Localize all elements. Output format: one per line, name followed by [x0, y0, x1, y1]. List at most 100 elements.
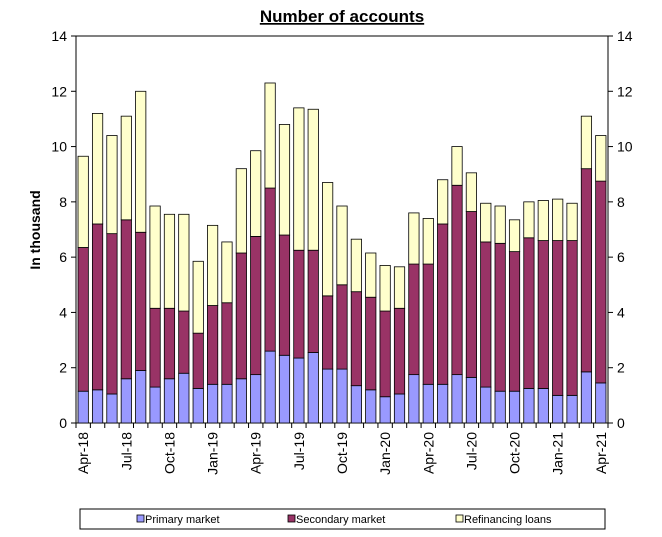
legend: Primary market Secondary market Refinancin…: [79, 508, 606, 530]
bar-segment-secondary-market: [106, 233, 118, 395]
legend-label: Refinancing loans: [464, 514, 552, 526]
bar-segment-secondary-market: [207, 305, 219, 385]
bar-segment-refinancing-loans: [393, 266, 406, 309]
bar-segment-secondary-market: [250, 236, 262, 376]
bar-segment-primary-market: [278, 354, 291, 424]
legend-label: Primary market: [145, 514, 220, 526]
bar-segment-secondary-market: [422, 263, 434, 385]
x-tick-label: Apr-18: [75, 432, 91, 474]
x-tick-label: Apr-21: [593, 432, 609, 474]
bar-segment-refinancing-loans: [537, 200, 549, 241]
bar-segment-refinancing-loans: [552, 198, 564, 241]
bar-segment-refinancing-loans: [91, 113, 104, 225]
bar-segment-secondary-market: [408, 263, 420, 376]
bar-segment-secondary-market: [595, 180, 607, 384]
bar-segment-primary-market: [192, 388, 204, 424]
y-tick-label-left: 10: [51, 139, 67, 155]
bar-segment-refinancing-loans: [293, 107, 305, 251]
bar-segment-secondary-market: [163, 307, 176, 380]
x-tick-label: Oct-20: [507, 432, 523, 474]
bar-segment-primary-market: [379, 396, 391, 424]
bar-segment-primary-market: [163, 378, 176, 424]
bar-segment-secondary-market: [178, 310, 190, 374]
bar-segment-secondary-market: [192, 332, 204, 389]
y-tick-label-right: 10: [617, 139, 633, 155]
bar-segment-refinancing-loans: [178, 213, 190, 312]
legend-swatch-primary-market: [136, 514, 145, 523]
x-tick-label: Apr-20: [420, 432, 436, 474]
bar-segment-refinancing-loans: [106, 135, 118, 235]
y-tick-label-left: 12: [51, 83, 67, 99]
plot-area: 0 0 2 2 4 4 6 6 8 8 10 10 12 12 14 14 Apr-18 Jul-18 Oct-18…: [51, 28, 632, 475]
bar-segment-secondary-market: [379, 310, 391, 398]
bar-segment-secondary-market: [465, 211, 477, 378]
bar-segment-secondary-market: [149, 307, 161, 388]
y-tick-label-left: 4: [59, 304, 67, 320]
bar-segment-secondary-market: [523, 237, 535, 389]
y-tick-label-left: 14: [51, 28, 67, 44]
y-axis-label: In thousand: [27, 190, 43, 269]
x-tick-label: Oct-19: [334, 432, 350, 474]
bar-segment-primary-market: [595, 382, 607, 424]
bar-segment-secondary-market: [293, 249, 305, 359]
bar-segment-secondary-market: [336, 284, 348, 370]
bar-segment-primary-market: [508, 390, 521, 424]
bar-segment-secondary-market: [537, 240, 549, 389]
bar-segment-refinancing-loans: [437, 179, 449, 225]
bar-segment-secondary-market: [221, 302, 233, 385]
legend-swatch-secondary-market: [287, 514, 296, 523]
bar-segment-refinancing-loans: [523, 201, 535, 239]
bar-segment-primary-market: [149, 386, 161, 424]
x-tick-label: Jan-21: [550, 432, 566, 475]
bar-segment-refinancing-loans: [595, 135, 607, 182]
bar-segment-secondary-market: [393, 307, 406, 395]
y-tick-label-right: 2: [617, 360, 625, 376]
x-tick-label: Jul-19: [291, 432, 307, 470]
bar-segment-primary-market: [135, 370, 147, 424]
bar-segment-secondary-market: [437, 223, 449, 385]
bar-segment-secondary-market: [350, 291, 362, 387]
legend-swatch-refinancing-loans: [455, 514, 464, 523]
bar-segment-refinancing-loans: [163, 213, 176, 309]
bar-segment-secondary-market: [264, 187, 276, 352]
y-tick-label-right: 12: [617, 83, 633, 99]
bar-segment-refinancing-loans: [221, 241, 233, 304]
bar-segment-refinancing-loans: [336, 205, 348, 286]
bar-segment-refinancing-loans: [566, 202, 578, 241]
bar-segment-primary-market: [307, 352, 319, 424]
y-tick-label-left: 2: [59, 360, 67, 376]
bar-segment-refinancing-loans: [379, 265, 391, 312]
bar-segment-secondary-market: [278, 234, 291, 356]
bar-segment-refinancing-loans: [465, 172, 477, 212]
bar-segment-primary-market: [580, 371, 593, 424]
bar-segment-primary-market: [552, 394, 564, 424]
bar-segment-refinancing-loans: [580, 115, 593, 170]
bar-segment-refinancing-loans: [408, 212, 420, 265]
x-tick-label: Jul-20: [463, 432, 479, 470]
bar-segment-refinancing-loans: [264, 82, 276, 189]
bar-segment-refinancing-loans: [322, 182, 334, 297]
bar-segment-refinancing-loans: [135, 90, 147, 233]
bar-segment-primary-market: [365, 389, 377, 424]
bar-segment-secondary-market: [480, 241, 492, 388]
bar-segment-primary-market: [494, 390, 506, 424]
bar-segment-primary-market: [250, 374, 262, 424]
bar-segment-refinancing-loans: [451, 146, 463, 186]
bar-segment-secondary-market: [322, 295, 334, 370]
bar-segment-primary-market: [293, 357, 305, 424]
bar-segment-primary-market: [537, 388, 549, 424]
bar-segment-primary-market: [207, 383, 219, 424]
y-tick-label-left: 0: [59, 415, 67, 431]
bar-segment-refinancing-loans: [250, 150, 262, 237]
bar-segment-secondary-market: [120, 219, 132, 380]
bar-segment-refinancing-loans: [235, 168, 247, 254]
bar-segment-primary-market: [235, 378, 247, 424]
bar-segment-secondary-market: [365, 296, 377, 391]
y-tick-label-left: 6: [59, 249, 67, 265]
bar-segment-secondary-market: [307, 249, 319, 353]
legend-box: [79, 508, 606, 530]
bar-segment-refinancing-loans: [278, 124, 291, 236]
bar-segment-refinancing-loans: [494, 205, 506, 244]
bar-segment-primary-market: [523, 388, 535, 424]
bar-segment-primary-market: [264, 350, 276, 424]
